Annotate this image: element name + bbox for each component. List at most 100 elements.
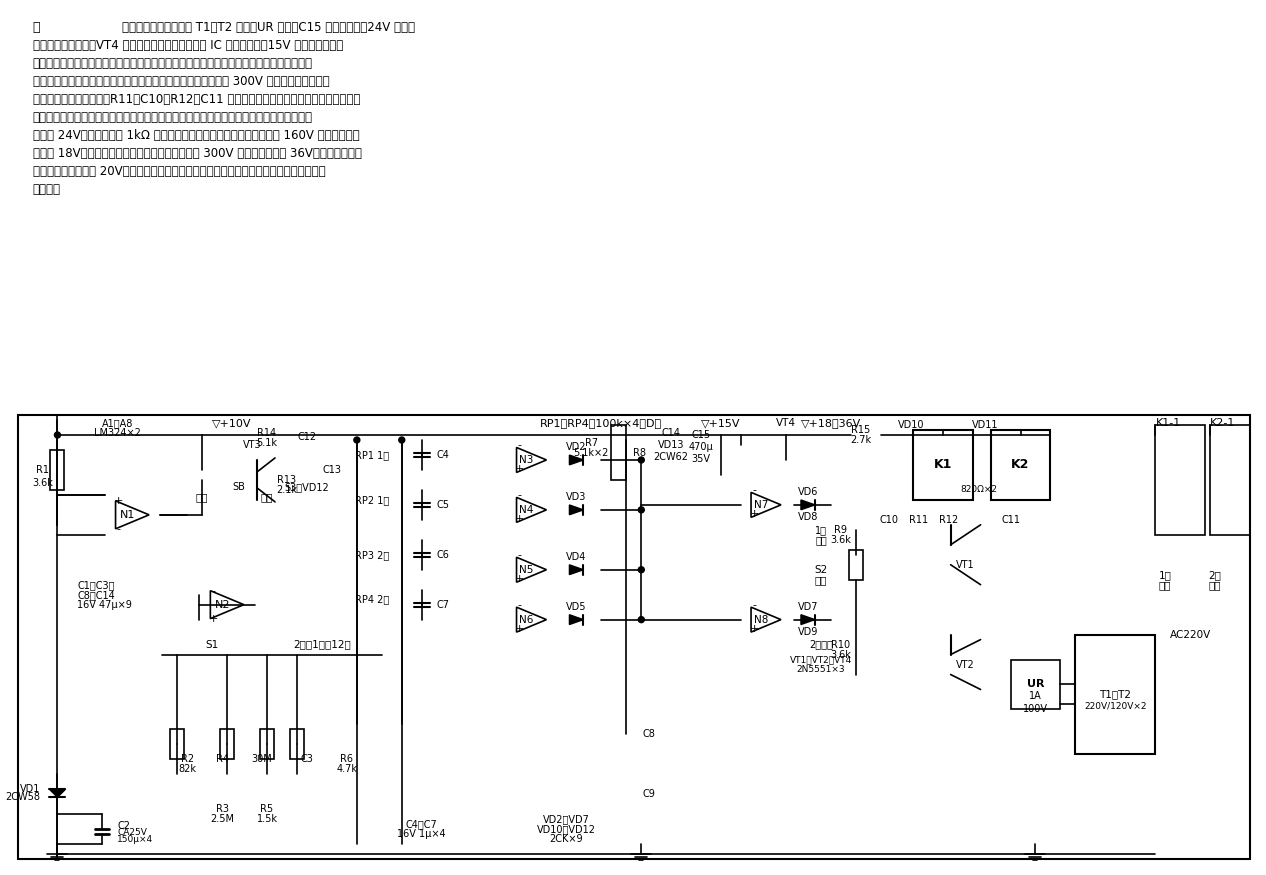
Text: 循环: 循环 [261,492,273,502]
Text: +: + [114,496,123,506]
Text: CA25V: CA25V [118,828,147,836]
Text: VD1: VD1 [20,784,41,794]
Text: 本装置在实际使用中将长时间接入市电，从安全角度考虑，将两只相同的小型电源变压器初: 本装置在实际使用中将长时间接入市电，从安全角度考虑，将两只相同的小型电源变压器初 [33,57,313,70]
Text: C5: C5 [437,500,449,510]
Bar [913,430,972,500]
Polygon shape [801,615,815,625]
Text: SB: SB [232,482,246,492]
Text: +: + [515,574,524,584]
Text: 2路: 2路 [1209,570,1222,580]
Circle shape [638,457,644,463]
Text: VD9: VD9 [798,626,818,637]
Polygon shape [801,500,815,510]
Text: R13: R13 [277,475,296,485]
Text: N3: N3 [519,455,534,465]
Text: 后其绕组两端电压仅 20V，属正常范围，这就保证了本装置能在很宽的电压范围内安全可靠: 后其绕组两端电压仅 20V，属正常范围，这就保证了本装置能在很宽的电压范围内安全… [33,164,325,178]
Text: R15: R15 [851,425,871,435]
Text: N6: N6 [519,614,534,625]
Text: 输出: 输出 [1158,580,1171,590]
Text: VD4: VD4 [566,552,586,562]
Text: +: + [515,464,524,474]
Text: 电压为 24V、直流电阻为 1kΩ 左右的继电器。据实测，当市电电压低至 160V 时，电路直流: 电压为 24V、直流电阻为 1kΩ 左右的继电器。据实测，当市电电压低至 160… [33,129,360,142]
Text: VD10: VD10 [898,420,924,430]
Text: VT3: VT3 [243,440,261,450]
Bar [990,430,1051,500]
Text: N8: N8 [753,614,768,625]
Text: VT1: VT1 [956,560,975,570]
Polygon shape [570,615,584,625]
Text: R10: R10 [832,640,851,649]
Polygon shape [570,505,584,514]
Text: 1.5k: 1.5k [257,815,277,824]
Text: R8: R8 [633,448,646,458]
Circle shape [638,617,644,623]
Text: -: - [518,440,522,450]
Text: RP1～RP4，100k×4，D型: RP1～RP4，100k×4，D型 [541,418,662,428]
Text: 3.6k: 3.6k [32,478,53,488]
Text: +: + [749,624,758,634]
Text: RP4 2米: RP4 2米 [354,595,389,605]
Text: RP1 1开: RP1 1开 [354,450,389,460]
Text: 为继电器工作电源。VT4 等元件组成稳压电路为运放 IC 提供稳定的＋15V 工作电压。由于: 为继电器工作电源。VT4 等元件组成稳压电路为运放 IC 提供稳定的＋15V 工… [33,38,343,52]
Bar [848,550,863,580]
Text: 820Ω×2: 820Ω×2 [960,486,998,494]
Text: VD2: VD2 [566,442,586,452]
Text: -: - [518,599,522,610]
Text: 电压为 18V，继电器能可靠吸合；当市电电压高达 300V 时，直流电压为 36V，但继电器吸合: 电压为 18V，继电器能可靠吸合；当市电电压高达 300V 时，直流电压为 36… [33,147,361,159]
Text: AC220V: AC220V [1170,630,1210,640]
Text: K1-1: K1-1 [1156,418,1181,428]
Text: VD11: VD11 [972,420,999,430]
Text: +: + [515,514,524,524]
Text: R3: R3 [215,804,229,815]
Circle shape [638,507,644,513]
Text: VT4: VT4 [776,418,796,428]
Text: K2: K2 [1012,458,1029,472]
Text: 30M: 30M [252,754,272,765]
Text: K2-1: K2-1 [1209,418,1234,428]
Circle shape [638,567,644,573]
Text: C15: C15 [691,430,710,440]
Bar [1156,425,1205,535]
Text: C4～C7: C4～C7 [406,819,438,829]
Text: 2CW58: 2CW58 [5,792,41,802]
Text: N5: N5 [519,564,534,575]
Bar [290,730,304,760]
Text: 输出: 输出 [1209,580,1222,590]
Text: C8～C14: C8～C14 [77,590,115,599]
Circle shape [399,437,405,443]
Text: R4: R4 [215,754,229,765]
Text: 16V 47μ×9: 16V 47μ×9 [77,599,133,610]
Text: 470μ: 470μ [689,442,714,452]
Text: 1路: 1路 [1158,570,1171,580]
Text: N1: N1 [119,510,135,520]
Text: 5.1k×2: 5.1k×2 [573,448,609,458]
Text: N4: N4 [519,505,534,514]
Text: 2.7k: 2.7k [851,435,871,445]
Text: 地工作。: 地工作。 [33,183,61,195]
Text: 击电流，而吸合后只能得到较小的维护电流，既降低了能耗又提高了可靠性。选用绕组工作: 击电流，而吸合后只能得到较小的维护电流，既降低了能耗又提高了可靠性。选用绕组工作 [33,110,313,123]
Text: 3.6k: 3.6k [830,535,851,545]
Text: VD3: VD3 [566,492,586,502]
Text: VD5: VD5 [566,602,586,612]
Text: 显示: 显示 [815,535,827,545]
Text: 2.5M: 2.5M [210,815,234,824]
Text: VT2: VT2 [956,660,975,669]
Text: 启动: 启动 [196,492,209,502]
Text: R12: R12 [939,514,958,525]
Text: C11: C11 [1001,514,1020,525]
Text: -: - [211,585,215,596]
Polygon shape [570,565,584,575]
Text: RP3 2开: RP3 2开 [354,550,389,560]
Text: -: - [752,599,756,610]
Text: LM324×2: LM324×2 [94,428,141,438]
Polygon shape [49,789,66,797]
Text: VD10～VD12: VD10～VD12 [537,824,596,834]
Text: 16V 1μ×4: 16V 1μ×4 [398,830,446,839]
Text: 4.7k: 4.7k [337,765,357,774]
Text: +: + [209,613,218,624]
Text: VD6: VD6 [798,487,818,497]
Text: 3.6k: 3.6k [830,649,851,660]
Text: R14: R14 [257,428,276,438]
Text: C1、C3、: C1、C3、 [77,580,115,590]
Text: C13: C13 [323,465,342,475]
